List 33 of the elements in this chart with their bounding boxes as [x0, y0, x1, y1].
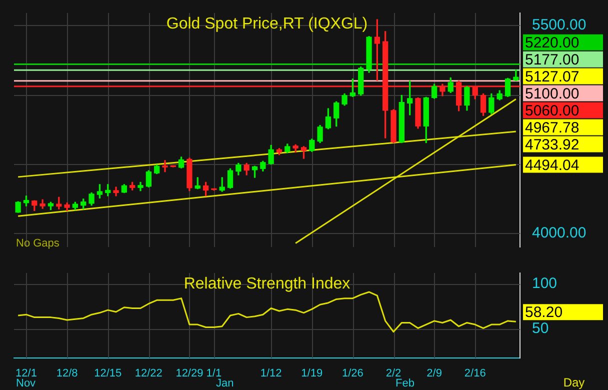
data-label: 4494.04: [525, 156, 580, 174]
data-label: 58.20: [525, 304, 563, 322]
x-tick-label: 12/1: [16, 368, 37, 380]
x-tick-label: 2/16: [464, 368, 486, 380]
y-tick-label: 4000.00: [532, 224, 586, 242]
x-tick-label: 1/26: [342, 368, 364, 380]
x-tick-label: 1/12: [260, 368, 282, 380]
y-tick-label: 50: [532, 320, 549, 338]
x-tick-label: 12/15: [94, 368, 122, 380]
chart-title: Relative Strength Index: [184, 275, 350, 292]
y-tick-label: 5500.00: [532, 16, 586, 34]
x-tick-label: 1/19: [301, 368, 323, 380]
text: Feb: [396, 378, 414, 390]
ref-line-label: 5060.00: [525, 102, 580, 120]
x-tick-label: 2/9: [426, 368, 442, 380]
ref-line-label: 5220.00: [525, 34, 580, 52]
annotation: No Gaps: [16, 238, 60, 250]
data-label: 4967.78: [525, 119, 580, 136]
x-tick-label: 12/29: [176, 368, 204, 380]
text: 5127.07: [525, 68, 580, 86]
candlestick: [162, 160, 168, 172]
ref-line-label: 5177.00: [525, 51, 580, 68]
x-tick-label: 12/22: [134, 368, 162, 380]
text: Nov: [16, 378, 36, 390]
x-tick-label: 12/8: [56, 368, 78, 380]
text: Jan: [216, 378, 234, 390]
x-tick-label: 1/1: [206, 368, 222, 380]
x-axis-title: Day: [563, 375, 585, 390]
ref-line-label: 5100.00: [525, 85, 580, 102]
data-label: 4733.92: [525, 136, 580, 154]
chart-title: Gold Spot Price,RT (IQXGL): [166, 15, 368, 32]
x-tick-label: 2/2: [386, 368, 402, 380]
y-tick-label: 100: [532, 274, 558, 292]
